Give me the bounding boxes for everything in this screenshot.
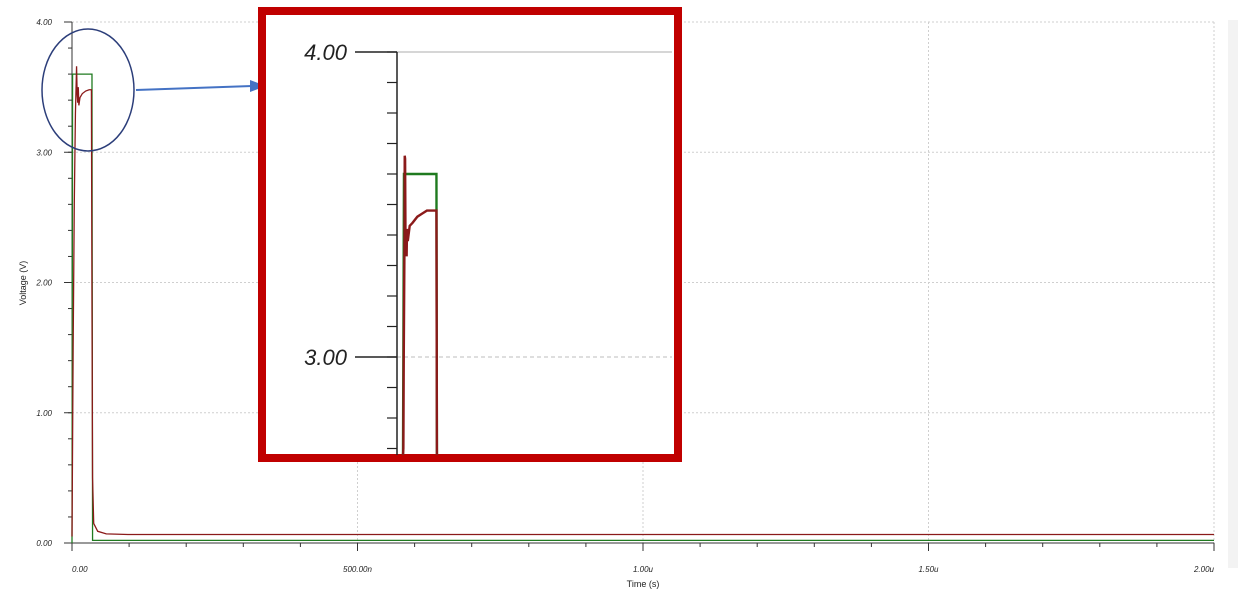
inset-series-line-2 xyxy=(401,155,439,456)
x-tick-label: 0.00 xyxy=(72,565,88,574)
x-tick-label: 1.00u xyxy=(633,565,654,574)
zoom-inset: 3.00 4.00 xyxy=(258,7,682,462)
inset-grid xyxy=(397,51,672,358)
x-tick-label: 1.50u xyxy=(918,565,939,574)
x-tick-label: 2.00u xyxy=(1193,565,1215,574)
highlight-ellipse xyxy=(41,28,135,152)
inset-y-tick-label: 3.00 xyxy=(304,345,348,370)
inset-axes xyxy=(355,51,398,455)
vertical-scrollbar[interactable] xyxy=(1228,20,1238,568)
y-tick-label: 3.00 xyxy=(36,148,52,157)
inset-series-group xyxy=(401,155,439,456)
y-tick-label: 0.00 xyxy=(36,539,52,548)
callout-arrow-line xyxy=(135,85,253,91)
x-tick-label: 500.00n xyxy=(343,565,372,574)
x-axis-label: Time (s) xyxy=(627,579,660,589)
inset-frame xyxy=(258,7,682,462)
tick-labels: 0.00 1.00 2.00 3.00 4.00 0.00 500.00n 1.00u 1.50… xyxy=(35,18,1214,574)
inset-y-tick-label: 4.00 xyxy=(304,40,348,65)
inset-tick-labels: 3.00 4.00 xyxy=(304,40,348,370)
series-group xyxy=(71,66,1214,544)
y-tick-label: 4.00 xyxy=(36,18,52,27)
series-line-2 xyxy=(71,66,1214,537)
y-tick-label: 2.00 xyxy=(35,279,52,288)
series-line-1 xyxy=(71,73,1214,544)
y-axis-label: Voltage (V) xyxy=(18,261,28,306)
y-tick-label: 1.00 xyxy=(36,409,52,418)
